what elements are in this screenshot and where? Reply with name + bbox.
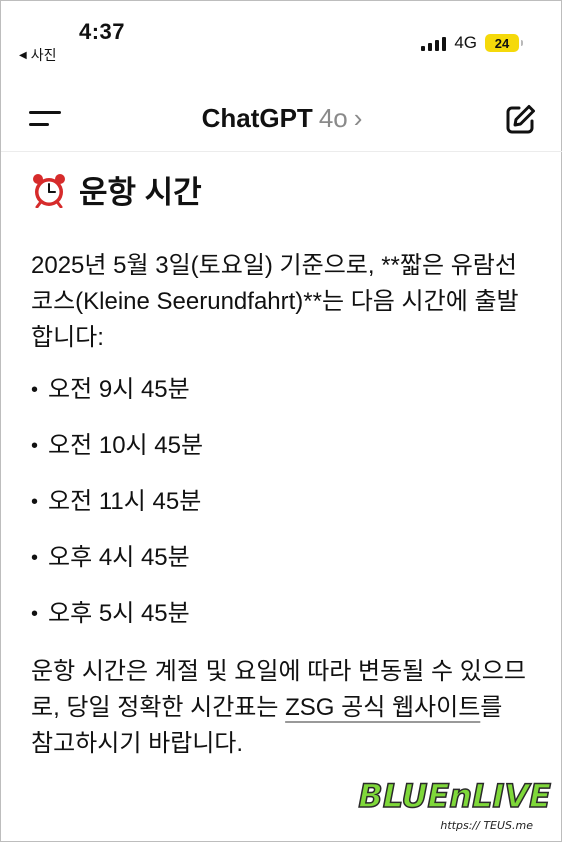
app-title: ChatGPT [201,103,313,133]
back-to-app-link[interactable]: ◀ 사진 [19,45,56,65]
new-chat-icon[interactable] [503,103,537,137]
departure-time: 오후 5시 45분 [48,600,190,627]
list-item: • 오후 5시 45분 [31,598,531,630]
departure-time: 오전 9시 45분 [48,376,190,403]
intro-paragraph: 2025년 5월 3일(토요일) 기준으로, **짧은 유람선 코스(Klein… [31,252,519,351]
departure-time: 오후 4시 45분 [48,544,190,571]
list-item: • 오전 11시 45분 [31,486,531,518]
top-nav-bar: ChatGPT 4o › [1,85,562,152]
heading-text: 운항 시간 [79,175,202,210]
note-text-end: 를 참고하시기 바랍니다. [31,694,503,757]
watermark-text: BLUEnLIVE [358,777,551,815]
menu-icon[interactable] [29,109,65,129]
watermark-logo: BLUEnLIVE https:// TEUS.me [358,776,552,832]
model-selector[interactable]: ChatGPT 4o › [1,103,562,134]
status-bar: 4:37 ◀ 사진 4G 24 [1,1,562,71]
chat-message: 운항 시간 2025년 5월 3일(토요일) 기준으로, **짧은 유람선 코스… [31,161,531,762]
battery-icon: 24 [485,34,523,52]
departure-time-list: • 오전 9시 45분 • 오전 10시 45분 • 오전 11시 45분 • 오후 4… [31,374,531,630]
watermark-url: https:// TEUS.me [440,819,533,832]
signal-icon [421,35,447,51]
chevron-right-icon: › [353,103,363,133]
section-heading: 운항 시간 [31,167,531,212]
battery-level: 24 [494,35,510,51]
back-arrow-icon: ◀ [19,49,27,61]
note-paragraph: 운항 시간은 계절 및 요일에 따라 변동될 수 있으므로, 당일 정확한 시간… [31,654,531,762]
note-text: 운항 시간은 계절 및 요일에 따라 변동될 수 있으므로, 당일 정확한 시간… [31,658,526,721]
list-item: • 오후 4시 45분 [31,542,531,574]
status-time: 4:37 [79,19,126,44]
model-name: 4o [318,103,348,133]
alarm-clock-icon [33,173,65,208]
list-item: • 오전 10시 45분 [31,430,531,462]
back-app-label: 사진 [30,47,57,63]
departure-time: 오전 10시 45분 [48,432,204,459]
list-item: • 오전 9시 45분 [31,374,531,406]
network-type: 4G [454,33,477,52]
departure-time: 오전 11시 45분 [48,488,202,515]
zsg-website-link[interactable]: ZSG 공식 웹사이트 [285,694,481,721]
status-indicators: 4G 24 [421,33,523,53]
